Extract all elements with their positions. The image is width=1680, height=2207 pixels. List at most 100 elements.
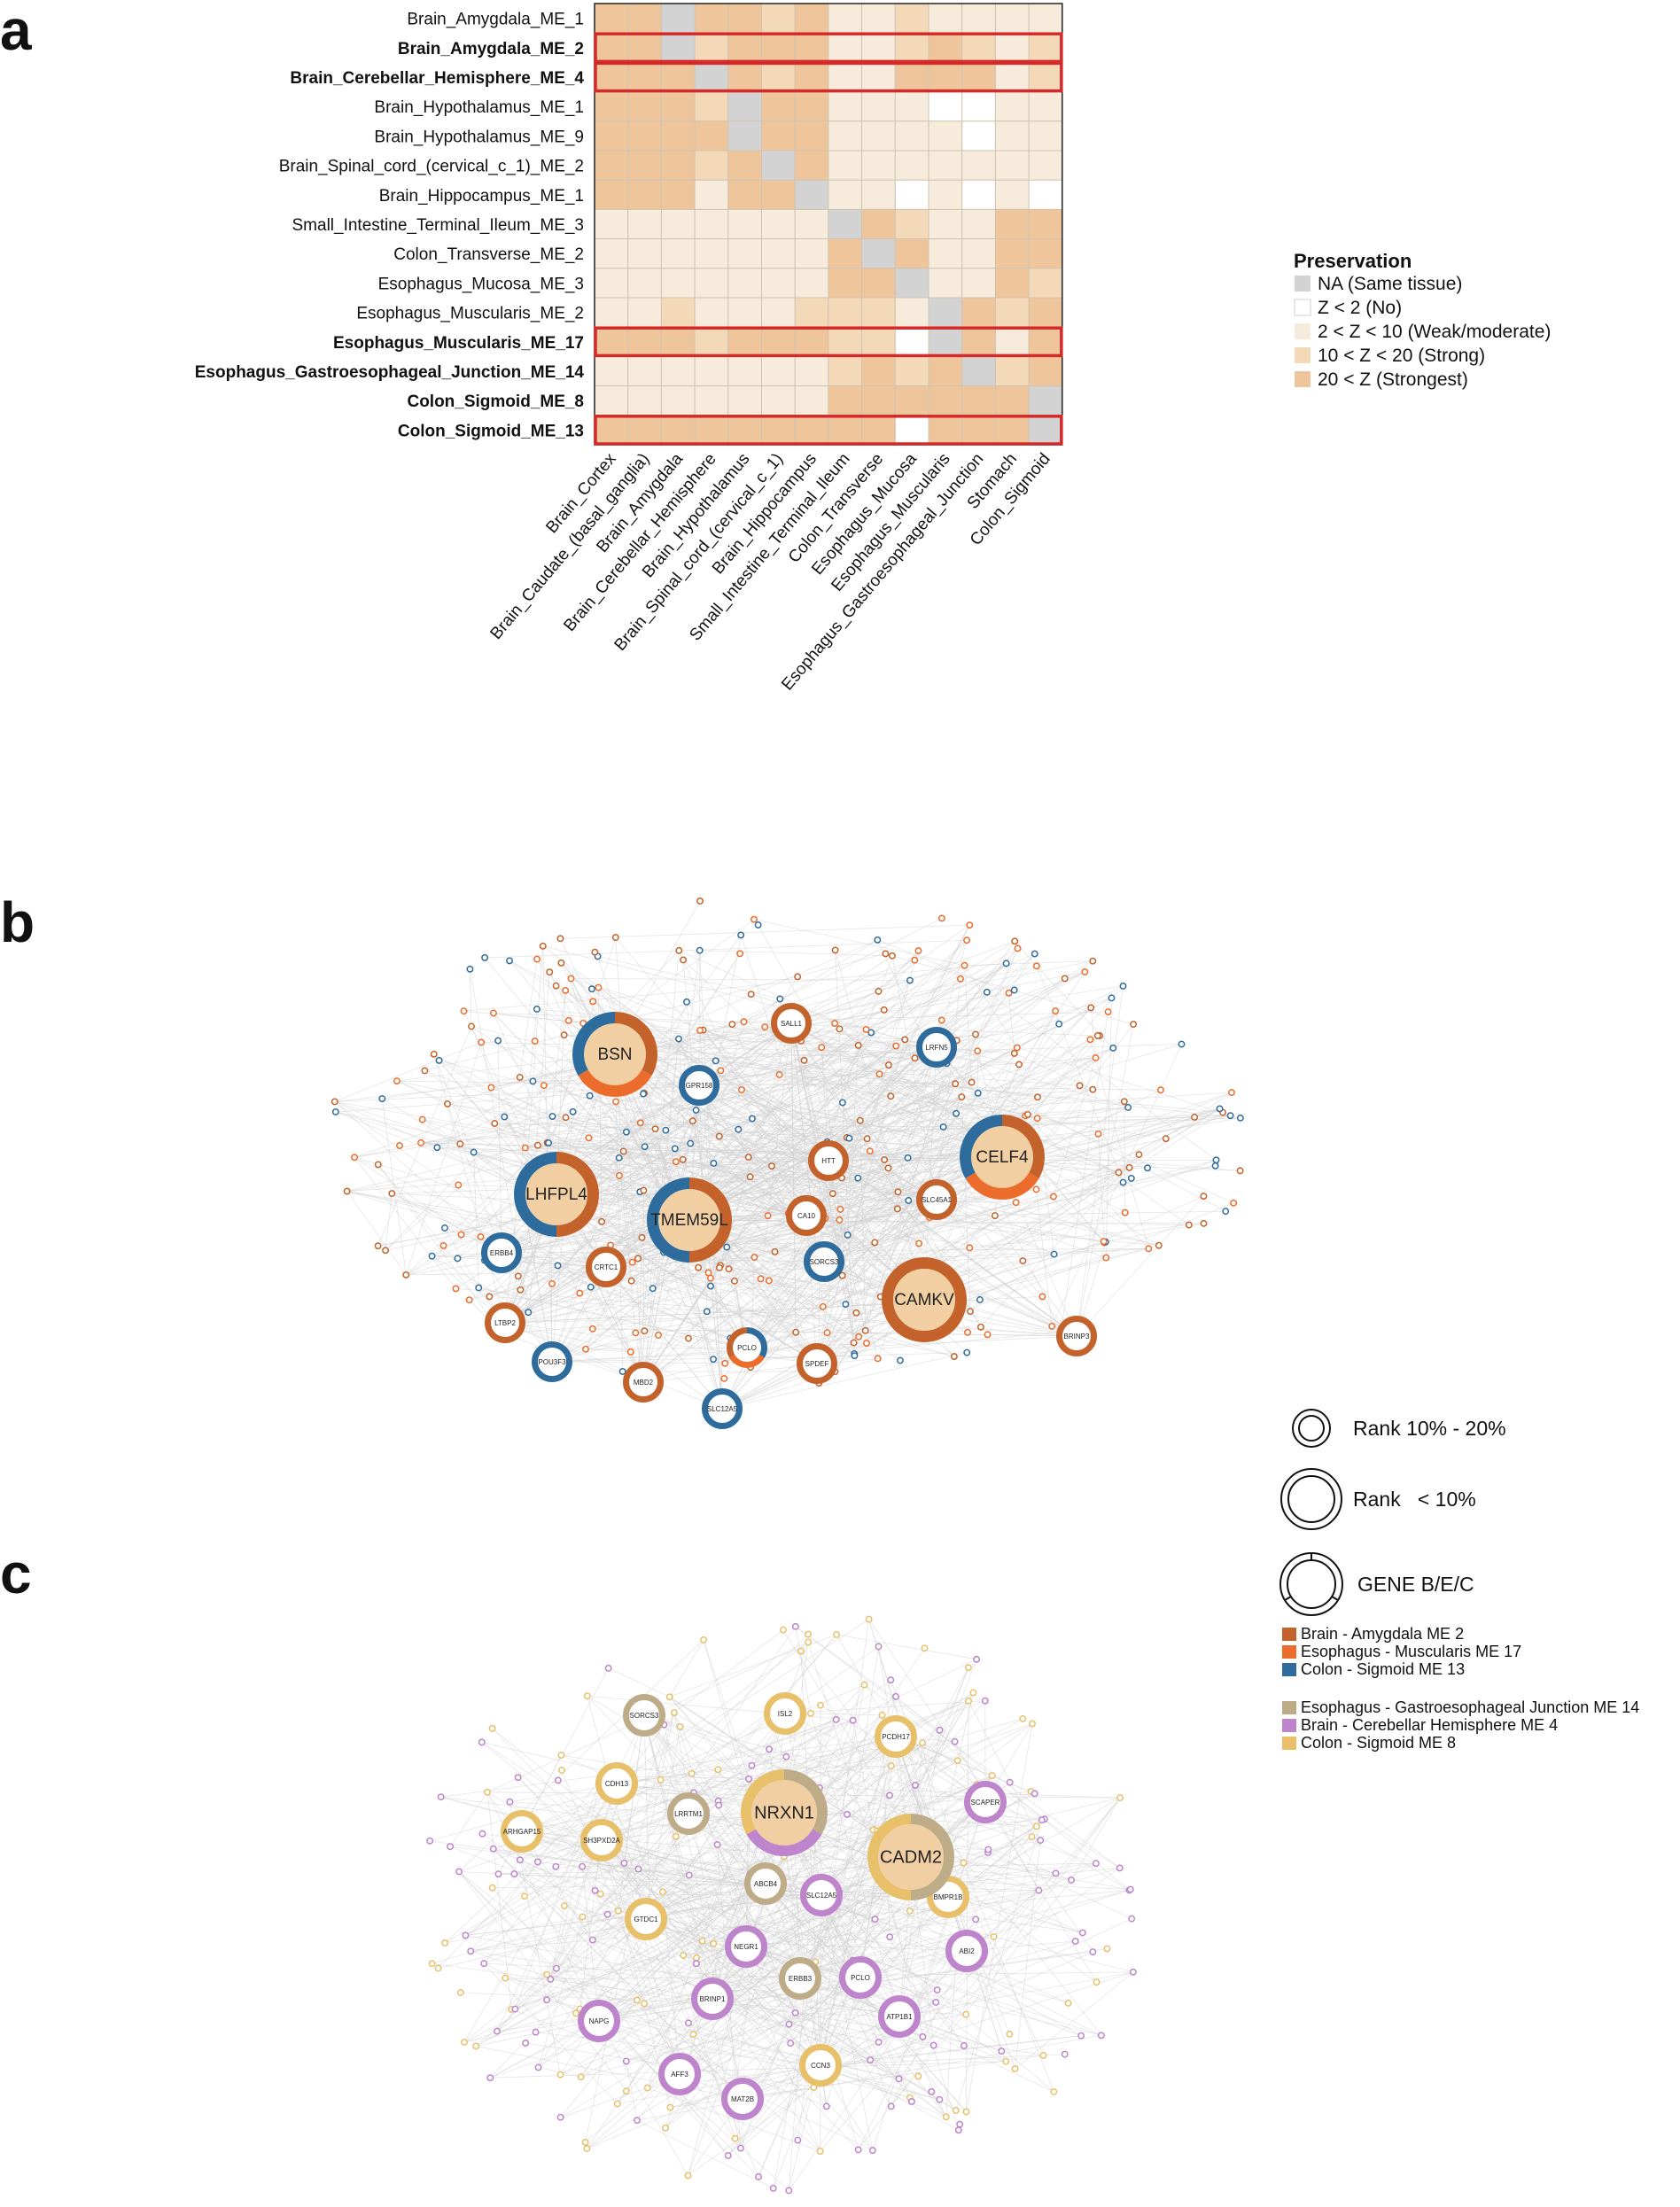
network-edge [460, 1095, 590, 1145]
gene-node-mbd2: MBD2 [623, 1362, 664, 1403]
network-small-node [816, 2148, 824, 2155]
network-small-node [933, 1986, 941, 1993]
network-small-node [472, 2042, 480, 2050]
module-legend-swatch [1282, 1645, 1296, 1659]
network-small-node [952, 1080, 960, 1088]
network-edge [696, 1109, 850, 1139]
heatmap-row-label: Esophagus_Mucosa_ME_3 [378, 275, 584, 293]
network-small-node [698, 1937, 706, 1945]
network-small-node [478, 1038, 486, 1046]
hub-node-celf4: CELF4 [960, 1115, 1045, 1200]
network-edge [447, 1103, 829, 1162]
heatmap-cell [828, 3, 863, 34]
network-edge [501, 1252, 823, 1308]
network-small-node [937, 914, 945, 922]
heatmap-cell [594, 415, 629, 446]
heatmap-cell [627, 32, 662, 63]
heatmap-cell [961, 415, 996, 446]
network-small-node [866, 1147, 874, 1155]
network-edge [377, 1164, 494, 1322]
module-legend-label: Colon - Sigmoid ME 8 [1301, 1734, 1456, 1752]
network-small-node [963, 936, 971, 944]
network-small-node [1013, 1044, 1021, 1052]
network-small-node [622, 2057, 630, 2065]
network-small-node [455, 1868, 463, 1876]
network-small-node [643, 2084, 651, 2092]
heatmap-row-label: Brain_Cerebellar_Hemisphere_ME_4 [290, 69, 584, 88]
heatmap-cell [894, 385, 929, 416]
network-small-node [764, 1212, 772, 1220]
legend-swatch [1295, 347, 1311, 363]
heatmap-cell [828, 415, 863, 446]
network-small-node [545, 1138, 552, 1146]
gene-node-sh3pxd2a: SH3PXD2A [580, 1819, 623, 1861]
network-edge [617, 1998, 713, 2104]
network-small-node [546, 968, 554, 976]
network-edge [385, 1053, 616, 1251]
network-edge [790, 940, 1015, 1024]
network-small-node [428, 1252, 436, 1260]
heatmap-cell [594, 238, 629, 269]
heatmap-cell [1028, 120, 1063, 152]
gene-node-ltbp2: LTBP2 [485, 1302, 525, 1343]
network-edge [712, 1083, 956, 1360]
network-edge [444, 1783, 618, 1944]
network-edge [405, 1042, 482, 1276]
network-edge [491, 1087, 1077, 1337]
heatmap-cell [594, 150, 629, 181]
gene-node-label: ABCB4 [754, 1880, 778, 1888]
heatmap-row-label: Brain_Hypothalamus_ME_1 [374, 98, 584, 117]
network-small-node [956, 2120, 964, 2128]
network-small-node [893, 1205, 901, 1213]
heatmap-cell [794, 179, 829, 210]
network-edge [486, 1791, 512, 2010]
heatmap-cell [727, 208, 762, 240]
network-edge [551, 1212, 1125, 1363]
network-small-node [1125, 1163, 1133, 1171]
network-edge [601, 1839, 684, 2083]
network-small-node [991, 1212, 999, 1220]
heatmap-cell [694, 385, 729, 416]
heatmap-cell [794, 61, 829, 93]
heatmap-cell [928, 326, 963, 357]
network-edge [642, 1267, 720, 1383]
network-edge [585, 1348, 631, 1353]
heatmap-cell [861, 208, 896, 240]
network-small-node [1226, 1112, 1234, 1120]
network-edge [505, 1165, 1216, 1328]
network-small-node [1011, 2065, 1019, 2072]
network-small-node [634, 1865, 642, 1873]
heatmap-cell [1028, 3, 1063, 34]
network-edge [742, 1775, 992, 2100]
hub-node-cadm2: CADM2 [867, 1814, 954, 1900]
network-small-node [634, 1996, 642, 2004]
heatmap-cell [828, 297, 863, 328]
network-small-node [552, 1964, 560, 1972]
network-edge [698, 1084, 1124, 1183]
gene-node-label: LRRTM1 [674, 1810, 703, 1818]
network-small-node [596, 1890, 604, 1898]
network-edge [720, 1070, 882, 1297]
heatmap-cell [627, 238, 662, 269]
network-small-node [685, 1334, 692, 1342]
network-edge [598, 1889, 783, 2022]
network-small-node [595, 983, 603, 991]
network-small-node [1005, 989, 1013, 997]
network-small-node [731, 2134, 739, 2142]
heatmap-cell [861, 326, 896, 357]
heatmap-cell [894, 150, 929, 181]
heatmap-cell [1028, 415, 1063, 446]
network-small-node [794, 2136, 802, 2144]
heatmap-cell [994, 61, 1030, 93]
network-small-node [882, 950, 890, 958]
gene-node-erbb4: ERBB4 [481, 1232, 522, 1273]
module-legend-swatch [1282, 1628, 1296, 1641]
heatmap-cell [794, 355, 829, 387]
network-small-node [745, 1775, 753, 1783]
network-small-node [576, 1289, 584, 1297]
network-edge [821, 1894, 1069, 2004]
network-small-node [713, 1841, 721, 1848]
network-edge [616, 1783, 736, 2139]
heatmap-cell [594, 61, 629, 93]
heatmap-cell [828, 32, 863, 63]
